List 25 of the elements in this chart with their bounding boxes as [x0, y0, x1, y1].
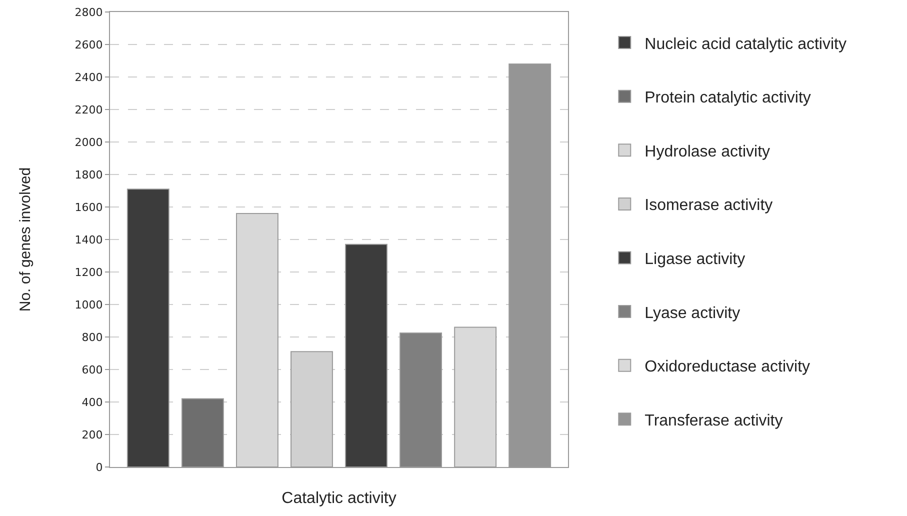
y-tick-label: 1000 [74, 298, 103, 312]
y-tick-label: 1600 [74, 200, 103, 214]
legend-label: Protein catalytic activity [644, 90, 811, 107]
legend-label: Nucleic acid catalytic activity [644, 36, 846, 53]
legend-label: Hydrolase activity [644, 143, 770, 160]
y-tick-label: 1400 [74, 233, 103, 246]
y-tick-label: 200 [82, 428, 103, 442]
y-tick-label: 1800 [74, 168, 103, 182]
y-axis-title: No. of genes involved [17, 167, 34, 312]
x-axis-title: Catalytic activity [282, 490, 396, 507]
y-tick-label: 0 [96, 460, 103, 474]
legend-label: Lyase activity [644, 304, 740, 322]
y-tick-label: 2600 [74, 38, 103, 52]
y-tick-label: 800 [82, 330, 103, 344]
y-tick-label: 2400 [74, 70, 103, 84]
y-tick-label: 2000 [74, 136, 103, 149]
y-tick-label: 1200 [74, 266, 103, 279]
y-tick-label: 400 [82, 396, 103, 409]
legend-label: Ligase activity [644, 250, 746, 268]
y-tick-label: 2200 [74, 103, 103, 116]
legend-label: Oxidoreductase activity [644, 358, 810, 376]
y-tick-label: 600 [82, 363, 103, 376]
legend-label: Transferase activity [644, 412, 783, 430]
legend-label: Isomerase activity [644, 197, 773, 214]
y-tick-label: 2800 [74, 6, 103, 19]
